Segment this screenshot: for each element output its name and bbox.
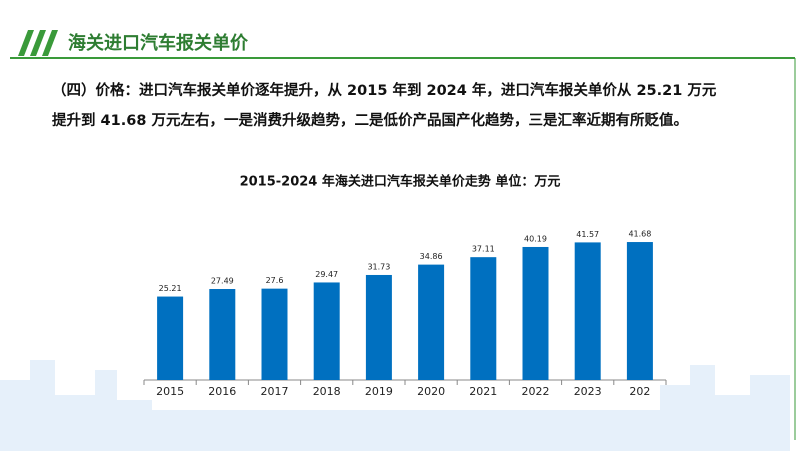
data-label: 27.49 [211, 277, 234, 286]
x-tick-label: 2023 [574, 385, 602, 398]
bar [418, 264, 445, 380]
bar [157, 296, 184, 380]
x-tick-label: 2019 [365, 385, 393, 398]
bar [574, 242, 601, 380]
x-tick-label: 2017 [261, 385, 289, 398]
data-label: 27.6 [266, 276, 284, 285]
paragraph-line: （四）价格：进口汽车报关单价逐年提升，从 2015 年到 2024 年，进口汽车… [52, 81, 717, 99]
x-tick-label: 2021 [469, 385, 497, 398]
bar [261, 288, 288, 380]
bar [209, 289, 236, 380]
bar [626, 242, 653, 380]
x-tick-label: 2018 [313, 385, 341, 398]
bar [522, 246, 549, 380]
x-tick-label: 2016 [208, 385, 236, 398]
data-label: 41.68 [628, 230, 651, 239]
bar [313, 282, 340, 380]
data-label: 29.47 [315, 270, 338, 279]
city-skyline [0, 360, 790, 451]
data-label: 37.11 [472, 245, 495, 254]
x-tick-label: 2015 [156, 385, 184, 398]
header-stripes [18, 30, 58, 56]
paragraph-line: 提升到 41.68 万元左右，一是消费升级趋势，二是低价产品国产化趋势，三是汇率… [52, 111, 688, 129]
header-title: 海关进口汽车报关单价 [68, 32, 249, 54]
x-tick-label: 2020 [417, 385, 445, 398]
chart-title: 2015-2024 年海关进口汽车报关单价走势 单位：万元 [240, 174, 561, 190]
x-tick-label: 2022 [522, 385, 550, 398]
data-label: 34.86 [420, 252, 443, 261]
data-label: 40.19 [524, 234, 547, 243]
bar [365, 274, 392, 380]
data-label: 31.73 [367, 262, 390, 271]
bar [470, 257, 497, 380]
data-label: 25.21 [159, 284, 182, 293]
x-tick-label: 202 [629, 385, 650, 398]
data-label: 41.57 [576, 230, 599, 239]
